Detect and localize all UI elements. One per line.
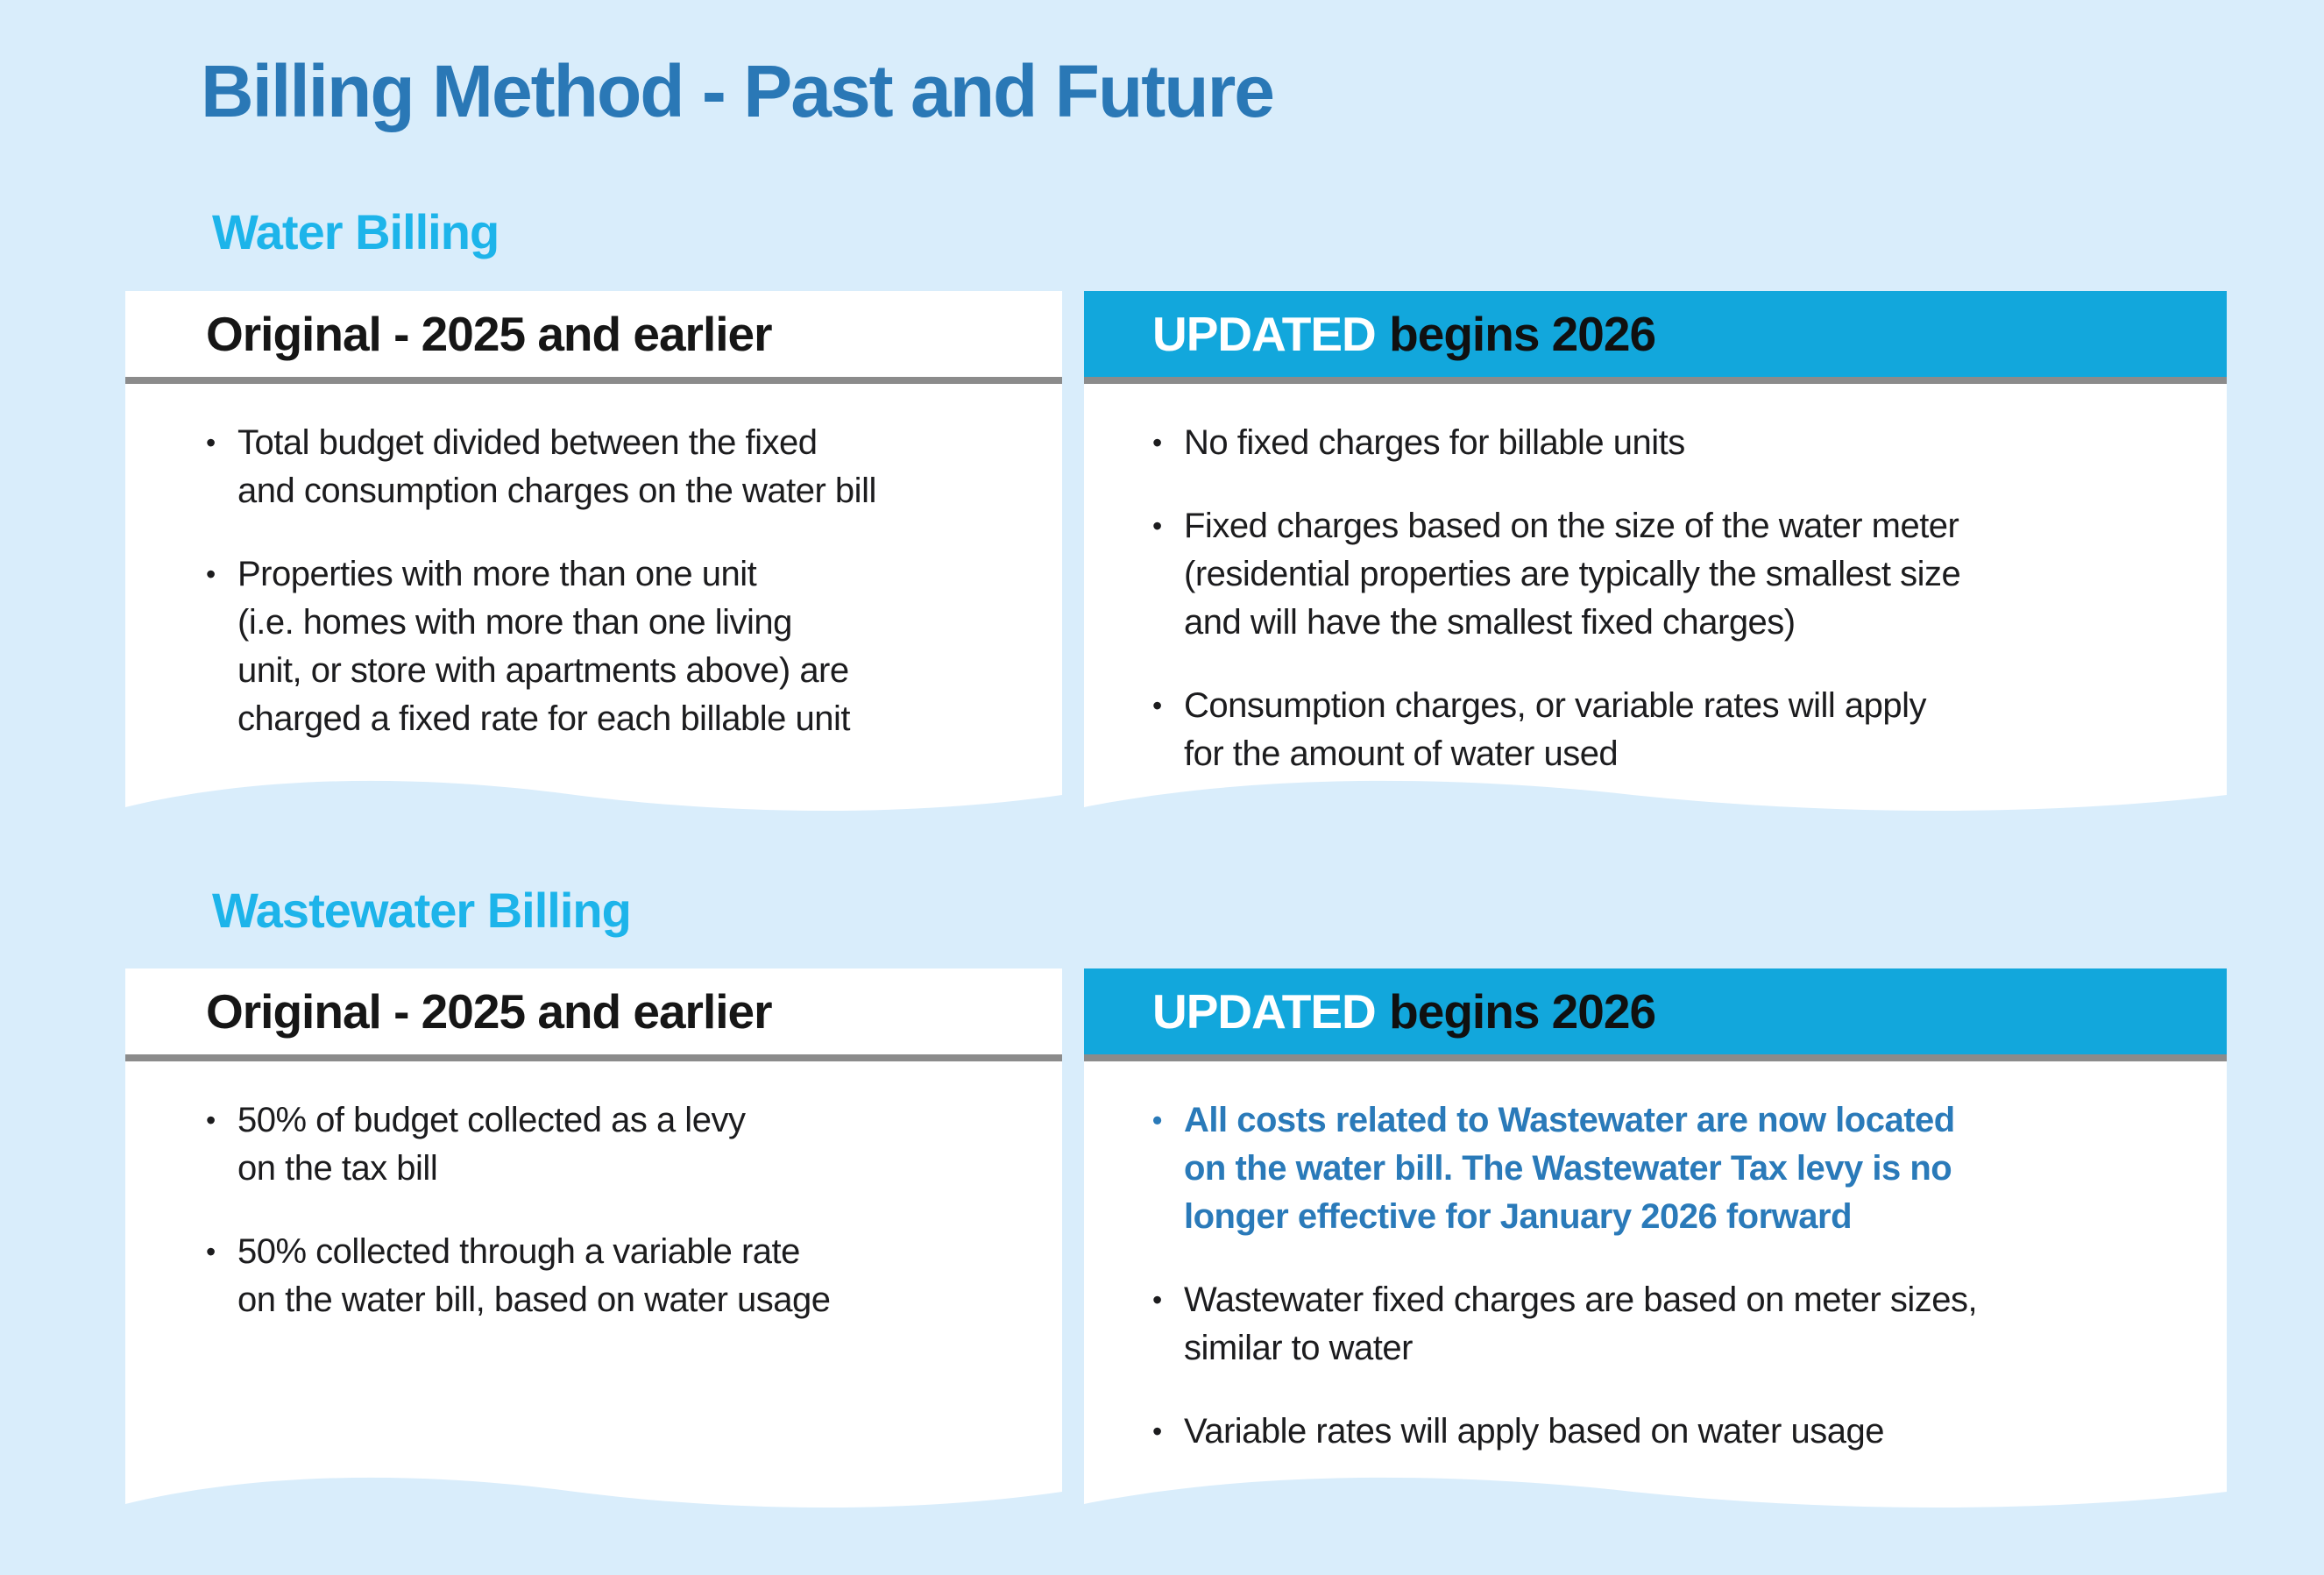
bullet-list: • No fixed charges for billable units • … [1152, 419, 2195, 778]
water-updated-card: UPDATED begins 2026 • No fixed charges f… [1084, 290, 2227, 826]
wastewater-billing-section: Wastewater Billing Original - 2025 and e… [125, 883, 2227, 1523]
header-divider [125, 1054, 1062, 1062]
wastewater-original-card-header: Original - 2025 and earlier [125, 968, 1062, 1055]
begins-label: begins 2026 [1389, 984, 1656, 1039]
bullet-text: 50% of budget collected as a levy on the… [237, 1101, 746, 1188]
card-header-title: Original - 2025 and earlier [206, 984, 773, 1039]
bullet-dot: • [206, 1236, 216, 1268]
bullet-list: • Total budget divided between the fixed… [206, 419, 1031, 743]
bullet-item: • No fixed charges for billable units [1152, 419, 2195, 467]
wastewater-updated-card: UPDATED begins 2026 • All costs related … [1084, 968, 2227, 1523]
water-original-card: Original - 2025 and earlier • Total budg… [125, 290, 1062, 826]
updated-header-bar: UPDATED begins 2026 [1084, 290, 2227, 377]
bullet-text: Properties with more than one unit (i.e.… [237, 554, 850, 738]
bullet-item: • Properties with more than one unit (i.… [206, 550, 1031, 743]
bullet-text: No fixed charges for billable units [1184, 422, 1685, 462]
bullet-dot: • [1152, 509, 1163, 542]
bullet-text: Total budget divided between the fixed a… [237, 422, 876, 510]
bullet-list: • 50% of budget collected as a levy on t… [206, 1096, 1031, 1324]
updated-label: UPDATED [1152, 984, 1377, 1039]
bullet-dot: • [206, 557, 216, 590]
content-wrapper: Billing Method - Past and Future Water B… [125, 0, 2227, 1523]
water-original-card-header: Original - 2025 and earlier [125, 290, 1062, 377]
bullet-dot: • [1152, 1415, 1163, 1448]
bullet-dot: • [1152, 1284, 1163, 1316]
water-billing-heading: Water Billing [212, 204, 500, 259]
wave-decoration [125, 1478, 1062, 1523]
bullet-dot: • [1152, 426, 1163, 458]
water-updated-card-body: • No fixed charges for billable units • … [1084, 384, 2227, 778]
bullet-text: Variable rates will apply based on water… [1184, 1412, 1884, 1451]
bullet-dot: • [1152, 689, 1163, 721]
header-divider [125, 376, 1062, 384]
bullet-item: • Consumption charges, or variable rates… [1152, 682, 2195, 778]
page-title: Billing Method - Past and Future [201, 50, 1275, 132]
water-billing-section: Water Billing Original - 2025 and earlie… [125, 205, 2227, 826]
begins-label: begins 2026 [1389, 306, 1656, 361]
header-divider [1084, 1054, 2227, 1062]
wave-decoration [125, 780, 1062, 826]
bullet-text: Wastewater fixed charges are based on me… [1184, 1281, 1978, 1368]
bullet-item: • 50% of budget collected as a levy on t… [206, 1096, 1031, 1193]
bullet-text: All costs related to Wastewater are now … [1184, 1101, 1955, 1237]
header-divider [1084, 376, 2227, 384]
wave-decoration [1084, 1478, 2227, 1523]
bullet-text: Fixed charges based on the size of the w… [1184, 506, 1961, 642]
bullet-list: • All costs related to Wastewater are no… [1152, 1096, 2195, 1456]
water-billing-card-row: Original - 2025 and earlier • Total budg… [125, 290, 2227, 826]
wastewater-billing-card-row: Original - 2025 and earlier • 50% of bud… [125, 968, 2227, 1523]
wave-decoration [1084, 780, 2227, 826]
bullet-item: • Total budget divided between the fixed… [206, 419, 1031, 515]
updated-label: UPDATED [1152, 306, 1377, 361]
bullet-dot: • [1152, 1104, 1163, 1137]
wastewater-original-card: Original - 2025 and earlier • 50% of bud… [125, 968, 1062, 1523]
bullet-item: • Variable rates will apply based on wat… [1152, 1408, 2195, 1456]
bullet-item: • Wastewater fixed charges are based on … [1152, 1276, 2195, 1373]
bullet-item-highlighted: • All costs related to Wastewater are no… [1152, 1096, 2195, 1241]
bullet-item: • Fixed charges based on the size of the… [1152, 502, 2195, 647]
wastewater-updated-card-body: • All costs related to Wastewater are no… [1084, 1061, 2227, 1456]
wastewater-original-card-body: • 50% of budget collected as a levy on t… [125, 1061, 1062, 1324]
updated-header-bar: UPDATED begins 2026 [1084, 968, 2227, 1055]
bullet-item: • 50% collected through a variable rate … [206, 1228, 1031, 1324]
bullet-text: 50% collected through a variable rate on… [237, 1232, 831, 1320]
bullet-text: Consumption charges, or variable rates w… [1184, 685, 1927, 773]
bullet-dot: • [206, 1104, 216, 1137]
water-original-card-body: • Total budget divided between the fixed… [125, 384, 1062, 743]
bullet-dot: • [206, 426, 216, 458]
card-header-title: Original - 2025 and earlier [206, 306, 773, 361]
wastewater-billing-heading: Wastewater Billing [212, 882, 632, 938]
